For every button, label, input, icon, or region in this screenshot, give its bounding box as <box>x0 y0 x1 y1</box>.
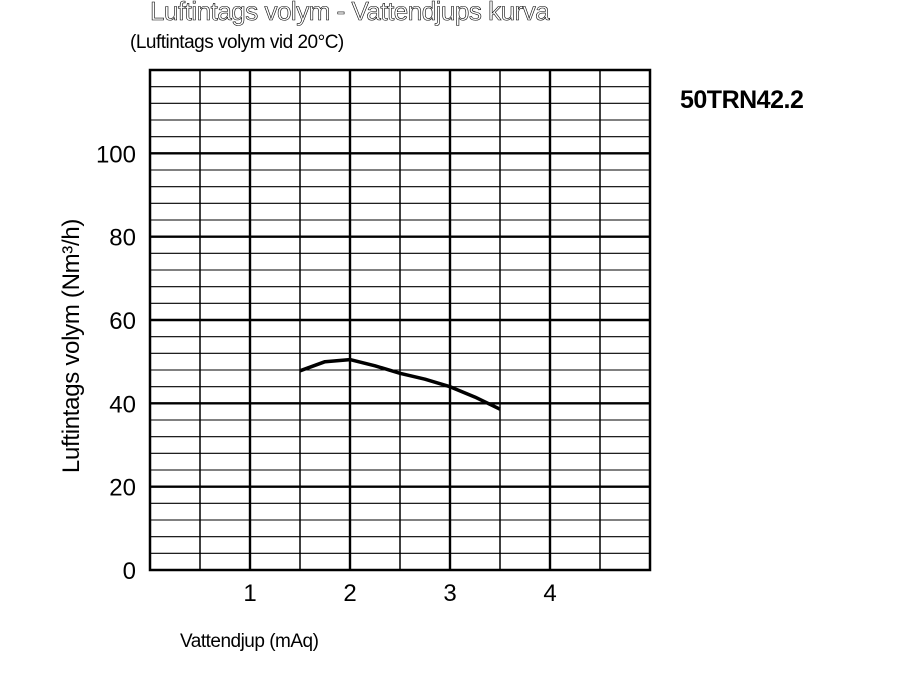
y-tick-label: 40 <box>109 391 136 418</box>
model-label: 50TRN42.2 <box>680 86 804 114</box>
x-axis-label: Vattendjup (mAq) <box>180 631 319 652</box>
series-line <box>299 357 501 411</box>
grid-major <box>150 70 650 570</box>
x-tick-label: 2 <box>343 580 356 607</box>
x-tick-label: 3 <box>443 580 456 607</box>
y-tick-label: 0 <box>123 558 136 585</box>
plot-frame <box>148 68 652 572</box>
y-tick-label: 100 <box>96 141 136 168</box>
x-tick-label: 1 <box>243 580 256 607</box>
y-tick-label: 80 <box>109 225 136 252</box>
y-tick-label: 60 <box>109 308 136 335</box>
chart-subtitle: (Luftintags volym vid 20°C) <box>130 32 344 53</box>
x-tick-label: 4 <box>543 580 556 607</box>
x-tick-labels: 1 2 3 4 <box>243 580 556 607</box>
chart-title: Luftintags volym - Vattendjups kurva <box>150 0 550 26</box>
y-tick-label: 20 <box>109 475 136 502</box>
y-tick-labels: 0 20 40 60 80 100 <box>96 141 136 585</box>
series-group <box>299 357 501 411</box>
